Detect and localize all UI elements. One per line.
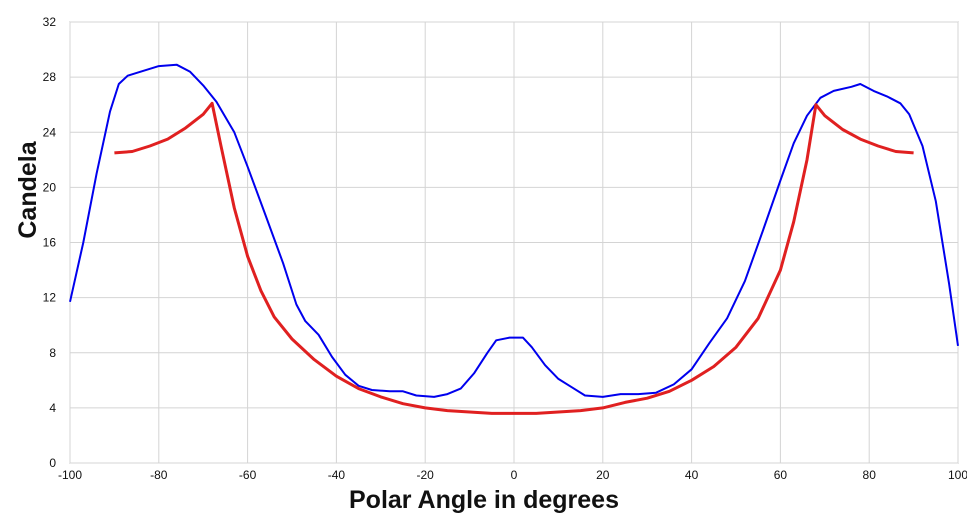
y-axis-label: Candela [14,140,42,238]
x-tick-label: 40 [685,468,699,482]
x-tick-label: -40 [328,468,346,482]
y-tick-label: 16 [43,236,57,250]
y-tick-label: 12 [43,291,57,305]
x-tick-label: 80 [863,468,877,482]
x-tick-label: -100 [58,468,82,482]
x-tick-label: 60 [774,468,788,482]
y-tick-label: 4 [49,401,56,415]
y-tick-label: 20 [43,180,57,194]
x-tick-label: 20 [596,468,610,482]
x-tick-label: -20 [417,468,435,482]
x-tick-label: 0 [511,468,518,482]
x-tick-label: -80 [150,468,168,482]
y-tick-label: 0 [49,456,56,470]
data-line [114,101,914,415]
y-tick-label: 24 [43,125,57,139]
x-axis-label: Polar Angle in degrees [349,486,619,514]
y-tick-label: 8 [49,346,56,360]
x-tick-label: -60 [239,468,257,482]
x-tick-label: 100 [948,468,967,482]
y-tick-label: 32 [43,15,57,29]
y-tick-label: 28 [43,70,57,84]
data-line [69,63,959,398]
